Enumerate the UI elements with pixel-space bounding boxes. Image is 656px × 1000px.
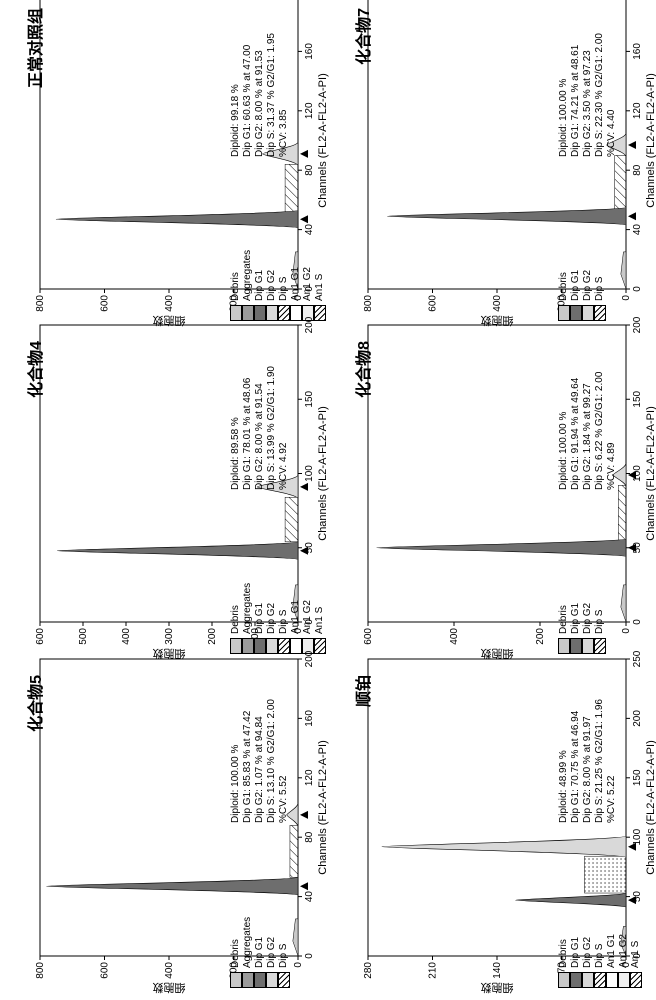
svg-text:80: 80 [632,164,643,176]
panel-1: 正常对照组040801201602000200400600800Channels… [0,0,328,333]
svg-text:150: 150 [632,391,643,408]
svg-text:80: 80 [304,164,315,176]
svg-text:400: 400 [164,961,175,978]
legend: DebrisDip G1Dip G2Dip SAn1 G1An1 G2An1 S [558,878,642,988]
svg-text:0: 0 [621,628,632,634]
svg-text:120: 120 [304,102,315,119]
histogram: 040801201602000200400600800Channels (FL2… [30,649,338,996]
svg-text:800: 800 [363,295,374,312]
svg-text:50: 50 [632,542,643,554]
figure-grid: 正常对照组040801201602000200400600800Channels… [0,0,656,1000]
svg-text:0: 0 [304,952,315,958]
legend: DebrisDip G1Dip G2Dip S [558,544,606,654]
svg-text:120: 120 [304,769,315,786]
svg-text:400: 400 [449,628,460,645]
svg-text:100: 100 [632,465,643,482]
svg-text:160: 160 [632,43,643,60]
svg-text:160: 160 [304,43,315,60]
svg-text:160: 160 [304,709,315,726]
svg-text:200: 200 [304,317,315,334]
svg-text:600: 600 [428,295,439,312]
svg-text:Channels (FL2-A-FL2-A-PI): Channels (FL2-A-FL2-A-PI) [645,407,656,542]
svg-text:150: 150 [632,769,643,786]
legend: DebrisDip G1Dip G2Dip S [558,211,606,321]
svg-text:80: 80 [304,831,315,843]
svg-text:Channels (FL2-A-FL2-A-PI): Channels (FL2-A-FL2-A-PI) [645,73,656,208]
svg-text:120: 120 [632,102,643,119]
svg-text:100: 100 [304,465,315,482]
svg-text:600: 600 [100,295,111,312]
svg-text:0: 0 [621,295,632,301]
svg-text:0: 0 [632,619,643,625]
stats-block: Diploid: 100.00 %Dip G1: 91.94 % at 49.6… [558,320,618,490]
panel-5: 化合物80501001502000200400600Channels (FL2-… [328,333,656,666]
svg-text:250: 250 [632,650,643,667]
panel-3: 化合物5040801201602000200400600800Channels … [0,667,328,1000]
svg-text:210: 210 [428,961,439,978]
svg-text:400: 400 [164,295,175,312]
svg-text:150: 150 [304,391,315,408]
panel-4: 化合物7040801201602000200400600800Channels … [328,0,656,333]
legend: DebrisAggregatesDip G1Dip G2Dip SAn1 G1A… [230,211,326,321]
svg-text:0: 0 [293,961,304,967]
svg-text:280: 280 [363,961,374,978]
svg-text:0: 0 [632,286,643,292]
stats-block: Diploid: 48.99 %Dip G1: 70.75 % at 46.94… [558,653,618,823]
svg-text:600: 600 [363,628,374,645]
stats-block: Diploid: 99.18 %Dip G1: 60.63 % at 47.00… [230,0,290,157]
svg-text:细胞数: 细胞数 [153,981,186,994]
top-row-proxy-col-right: 化合物7040801201602000200400600800Channels … [328,0,656,1000]
svg-text:40: 40 [304,890,315,902]
stats-block: Diploid: 89.58 %Dip G1: 78.01 % at 48.06… [230,320,290,490]
legend: DebrisAggregatesDip G1Dip G2Dip SAn1 G1A… [230,544,326,654]
svg-text:细胞数: 细胞数 [481,981,514,994]
svg-text:200: 200 [207,628,218,645]
legend: DebrisAggregatesDip G1Dip G2Dip S [230,878,290,988]
svg-text:400: 400 [121,628,132,645]
panel-2: 化合物40501001502000100200300400500600Chann… [0,333,328,666]
svg-text:Channels (FL2-A-FL2-A-PI): Channels (FL2-A-FL2-A-PI) [645,740,656,875]
stats-block: Diploid: 100.00 %Dip G1: 85.83 % at 47.4… [230,653,290,823]
top-row-proxy-col-left: 正常对照组040801201602000200400600800Channels… [0,0,328,1000]
svg-text:500: 500 [78,628,89,645]
svg-text:200: 200 [535,628,546,645]
svg-text:100: 100 [632,828,643,845]
svg-text:40: 40 [632,224,643,236]
svg-text:600: 600 [35,628,46,645]
svg-text:200: 200 [632,709,643,726]
svg-text:200: 200 [304,650,315,667]
stats-block: Diploid: 100.00 %Dip G1: 74.21 % at 48.6… [558,0,618,157]
svg-text:300: 300 [164,628,175,645]
svg-text:600: 600 [100,961,111,978]
svg-text:800: 800 [35,295,46,312]
panel-6: 顺铂050100150200250070140210280Channels (F… [328,667,656,1000]
svg-text:800: 800 [35,961,46,978]
svg-text:400: 400 [492,295,503,312]
svg-text:140: 140 [492,961,503,978]
svg-text:200: 200 [632,317,643,334]
